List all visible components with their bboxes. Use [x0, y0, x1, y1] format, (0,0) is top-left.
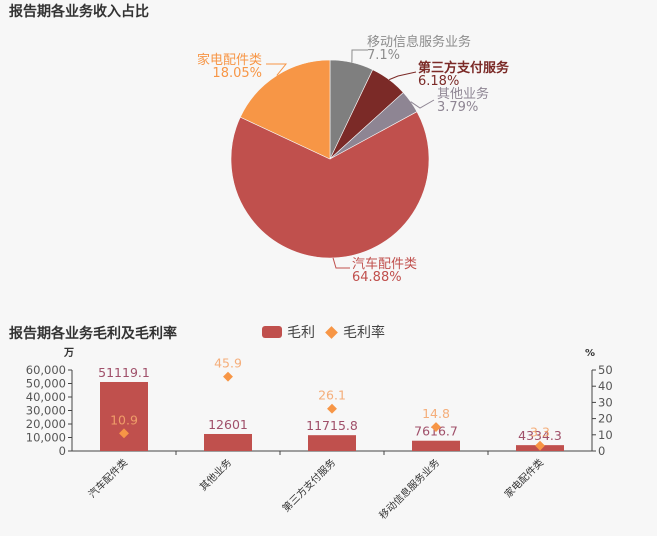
right-axis-tick-label: 20: [598, 412, 613, 426]
bar-gross-profit: [308, 435, 356, 451]
bar-value-label: 51119.1: [98, 365, 150, 380]
pie-label-percent: 6.18%: [418, 74, 459, 89]
pie-label-leader-line: [332, 257, 350, 269]
margin-rate-diamond-icon: [327, 403, 337, 414]
pie-label-percent: 18.05%: [212, 66, 262, 81]
left-axis-tick-label: 20,000: [26, 417, 66, 431]
pie-label-leader-line: [351, 49, 368, 63]
bar-gross-profit: [100, 381, 148, 451]
left-axis-tick-label: 60,000: [26, 363, 66, 377]
x-axis-category-label: 第三方支付服务: [279, 456, 338, 515]
pie-label-leader-line: [410, 99, 435, 109]
pie-label-percent: 3.79%: [437, 100, 478, 115]
margin-rate-value-label: 14.8: [422, 406, 450, 421]
left-axis-tick-label: 10,000: [26, 431, 66, 445]
left-axis-tick-label: 50,000: [26, 377, 66, 391]
x-axis-category-label: 汽车配件类: [86, 456, 131, 501]
pie-label-leader-line: [266, 63, 288, 76]
pie-label-name: 汽车配件类: [352, 256, 417, 272]
margin-rate-diamond-icon: [431, 422, 441, 432]
left-axis-unit: 万: [63, 347, 74, 359]
bar-gross-profit: [204, 433, 252, 451]
bar-value-label: 11715.8: [306, 418, 358, 433]
bar-gross-profit: [412, 440, 460, 451]
left-axis-tick-label: 40,000: [26, 390, 66, 404]
bar-chart-legend: 毛利 毛利率: [262, 322, 385, 342]
margin-rate-value-label: 3.3: [530, 425, 550, 440]
legend-bar-swatch-icon: [262, 326, 282, 338]
pie-label-percent: 64.88%: [352, 270, 402, 285]
pie-label-name: 移动信息服务业务: [367, 34, 471, 50]
bar-value-label: 12601: [208, 417, 248, 432]
right-axis-tick-label: 0: [598, 444, 605, 458]
margin-rate-value-label: 26.1: [318, 388, 346, 403]
right-axis-tick-label: 40: [598, 379, 613, 393]
right-axis-tick-label: 10: [598, 428, 613, 442]
pie-chart-title: 报告期各业务收入占比: [9, 4, 149, 20]
right-axis-tick-label: 50: [598, 363, 613, 377]
pie-label-name: 第三方支付服务: [418, 60, 510, 76]
x-axis-category-label: 其他业务: [197, 456, 234, 493]
margin-rate-diamond-icon: [223, 371, 233, 382]
right-axis-tick-label: 30: [598, 395, 613, 409]
x-axis-category-label: 移动信息服务业务: [376, 456, 442, 522]
x-axis-category-label: 家电配件类: [502, 456, 547, 501]
pie-label-name: 其他业务: [437, 86, 489, 102]
legend-label-gross-margin: 毛利率: [343, 325, 385, 341]
left-axis-tick-label: 0: [59, 444, 66, 458]
pie-label-percent: 7.1%: [367, 48, 400, 63]
pie-label-leader-line: [388, 71, 417, 81]
bar-chart-title: 报告期各业务毛利及毛利率: [9, 326, 177, 342]
margin-rate-value-label: 45.9: [214, 356, 242, 371]
left-axis-tick-label: 30,000: [26, 404, 66, 418]
pie-label-name: 家电配件类: [197, 52, 262, 68]
legend-label-gross-profit: 毛利: [287, 325, 315, 341]
bar-value-label: 4334.3: [518, 428, 562, 443]
margin-rate-diamond-icon: [535, 440, 545, 451]
pie-slice: [230, 111, 430, 259]
bar-chart: 万 %010,00020,00030,00040,00050,00060,0000…: [26, 347, 613, 522]
right-axis-unit: %: [585, 348, 595, 359]
margin-rate-value-label: 10.9: [110, 412, 138, 427]
